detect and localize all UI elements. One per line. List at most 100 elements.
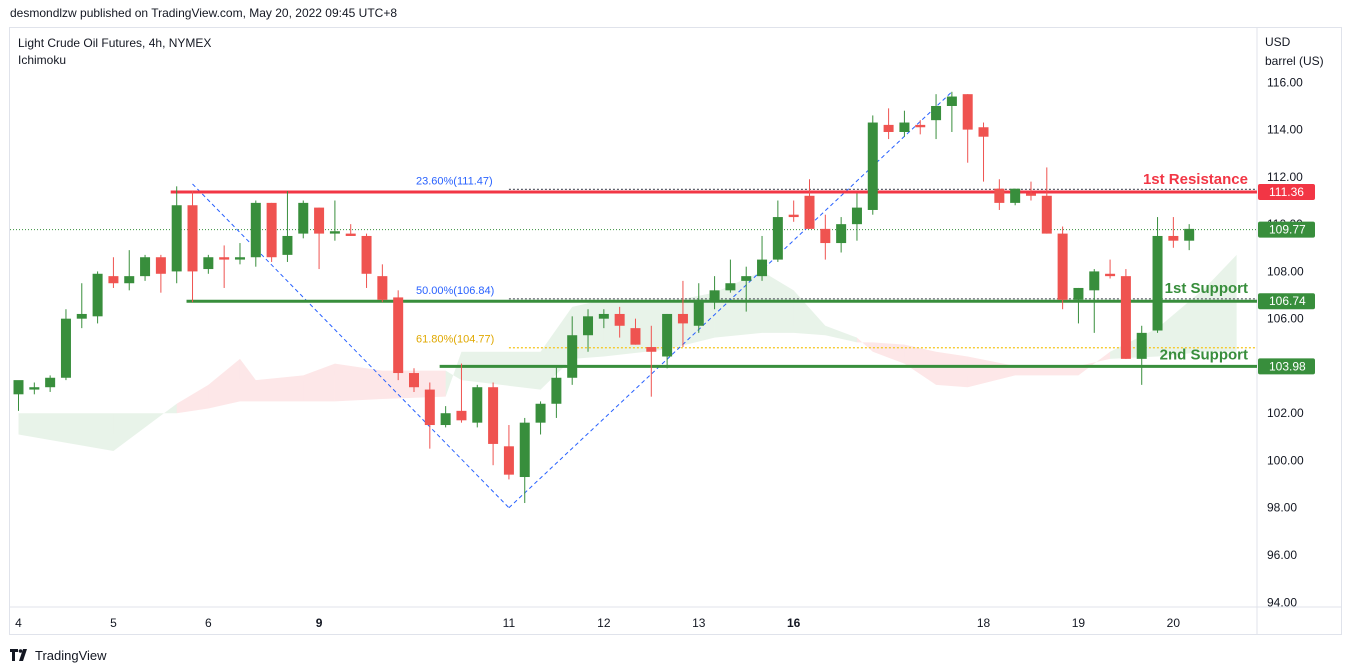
price-unit: USD barrel (US) (1265, 33, 1324, 71)
support-price-badge-text: 103.98 (1269, 359, 1306, 373)
ichimoku-cloud-segment (176, 384, 209, 414)
candle-body (234, 257, 245, 260)
tradingview-logo-icon (10, 649, 27, 661)
candle-body (1152, 235, 1163, 331)
candle-body (456, 410, 467, 421)
fib-level-label: 61.80%(104.77) (416, 334, 494, 346)
candle-body (76, 313, 87, 319)
ichimoku-cloud-segment (239, 358, 256, 402)
candle-body (994, 188, 1005, 203)
price-tick-label: 96.00 (1267, 548, 1297, 562)
candle-body (1168, 235, 1179, 241)
fib-trend-line (192, 183, 510, 509)
candle-body (883, 124, 894, 132)
candle-body (440, 413, 451, 426)
candle-body (92, 273, 103, 317)
candle-body (614, 313, 625, 326)
ichimoku-cloud-segment (113, 403, 177, 452)
candle-body (725, 283, 736, 291)
candle-body (1089, 271, 1100, 291)
ichimoku-cloud-segment (1110, 328, 1158, 359)
candle-body (314, 207, 325, 234)
candle-body (1057, 233, 1068, 300)
candle-body (804, 195, 815, 229)
ichimoku-cloud-segment (303, 363, 335, 402)
ichimoku-cloud-segment (936, 351, 968, 388)
candle-body (361, 235, 372, 274)
current-price-badge (1258, 221, 1315, 238)
time-tick-label: 20 (1167, 616, 1181, 630)
candle-body (282, 235, 293, 255)
ichimoku-cloud-segment (1157, 287, 1205, 357)
candle-body (836, 224, 847, 244)
candle-body (567, 335, 578, 378)
candle-body (741, 276, 752, 281)
candle-body (203, 257, 214, 270)
candle-body (424, 389, 435, 426)
ichimoku-cloud-segment (825, 325, 857, 343)
support-price-badge-text: 106.74 (1269, 294, 1306, 308)
ichimoku-cloud-segment (793, 290, 826, 336)
ichimoku-cloud-segment (540, 306, 573, 390)
publish-info: desmondlzw published on TradingView.com,… (10, 6, 398, 20)
price-tick-label: 102.00 (1267, 406, 1304, 420)
candle-body (693, 299, 704, 326)
candle-body (45, 377, 56, 388)
current-price-badge-text: 109.77 (1269, 223, 1306, 237)
ichimoku-cloud-segment (904, 344, 937, 385)
ichimoku-cloud-segment (872, 342, 905, 364)
price-tick-label: 100.00 (1267, 453, 1304, 467)
candle-body (851, 207, 862, 225)
candle-body (946, 96, 957, 106)
ichimoku-cloud-segment (461, 351, 541, 390)
candle-body (171, 205, 182, 272)
support-label: 1st Support (1165, 280, 1248, 297)
time-tick-label: 6 (205, 616, 212, 630)
support-label: 2nd Support (1160, 346, 1248, 363)
candle-body (867, 122, 878, 210)
chart-legend: Light Crude Oil Futures, 4h, NYMEX Ichim… (18, 35, 211, 69)
time-tick-label: 11 (503, 616, 516, 630)
candle-body (978, 127, 989, 137)
candle-body (709, 290, 720, 303)
candle-body (1073, 287, 1084, 300)
candle-body (187, 205, 198, 272)
candle-body (535, 403, 546, 423)
ichimoku-cloud-segment (967, 356, 1016, 388)
price-tick-label: 108.00 (1267, 264, 1304, 278)
fib-level-label: 50.00%(106.84) (416, 285, 494, 297)
candle-body (962, 94, 973, 130)
candle-body (915, 124, 926, 128)
price-tick-label: 98.00 (1267, 501, 1297, 515)
chart-frame (9, 27, 1342, 635)
candle-body (1184, 228, 1195, 241)
time-tick-label: 4 (15, 616, 22, 630)
footer-brand[interactable]: TradingView (10, 646, 107, 664)
support-price-badge (1258, 293, 1315, 310)
ichimoku-cloud-segment (445, 351, 462, 397)
candle-body (124, 276, 135, 284)
time-tick-label: 18 (977, 616, 991, 630)
candle-body (345, 233, 356, 236)
candle-body (630, 328, 641, 345)
indicator-name[interactable]: Ichimoku (18, 53, 67, 67)
ichimoku-cloud-segment (334, 363, 383, 402)
ichimoku-cloud-segment (856, 337, 873, 352)
candle-body (266, 202, 277, 258)
candle-body (551, 377, 562, 404)
candle-body (677, 313, 688, 324)
ichimoku-cloud-segment (714, 271, 763, 338)
support-price-badge (1258, 358, 1315, 375)
ichimoku-cloud-segment (1015, 365, 1079, 376)
candle-body (646, 347, 657, 352)
time-tick-label: 13 (692, 616, 706, 630)
unit-label: barrel (US) (1265, 54, 1324, 68)
price-tick-label: 116.00 (1267, 75, 1303, 89)
candle-body (155, 257, 166, 274)
candle-body (329, 231, 340, 234)
currency-label: USD (1265, 35, 1291, 49)
symbol-title[interactable]: Light Crude Oil Futures, 4h, NYMEX (18, 36, 212, 50)
candle-body (140, 257, 151, 277)
candle-body (1120, 276, 1131, 359)
